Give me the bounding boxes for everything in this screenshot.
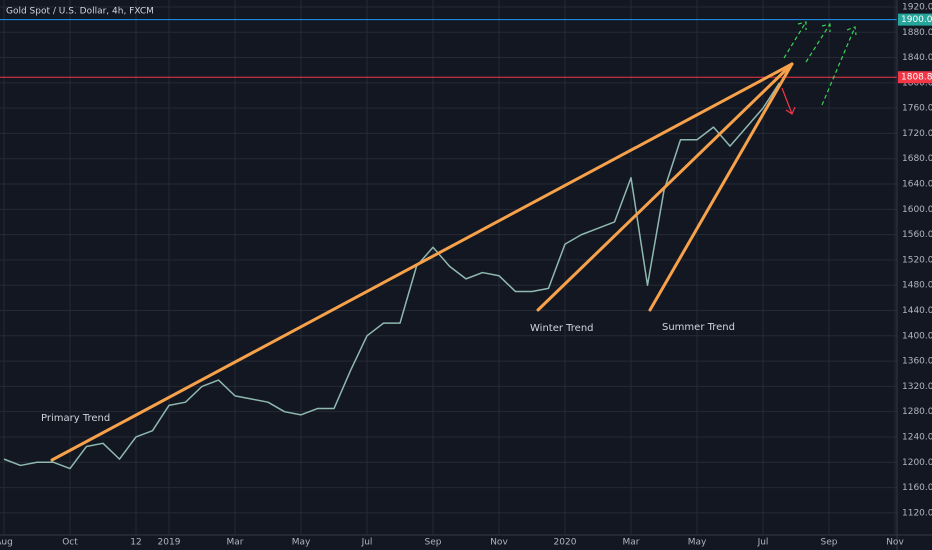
x-tick-label: Sep <box>821 538 838 548</box>
green-arrow <box>821 26 857 106</box>
x-tick-label: May <box>688 538 707 548</box>
x-tick-label: Mar <box>227 538 244 548</box>
y-tick-label: 1400.00 <box>902 331 932 341</box>
chart-title: Gold Spot / U.S. Dollar, 4h, FXCM <box>6 7 154 17</box>
y-tick-label: 1720.00 <box>902 129 932 139</box>
x-tick-label: Oct <box>62 538 78 548</box>
drawings: Primary Trend Winter Trend Summer Trend <box>41 21 857 462</box>
grid <box>0 0 897 535</box>
y-tick-label: 1480.00 <box>902 281 932 291</box>
green-arrow <box>783 21 807 59</box>
price-label: 1900.00 <box>901 15 932 25</box>
y-tick-label: 1640.00 <box>902 180 932 190</box>
annotation: Primary Trend <box>41 413 110 424</box>
x-tick-label: Aug <box>0 538 13 548</box>
y-tick-label: 1600.00 <box>902 205 932 215</box>
y-tick-label: 1840.00 <box>902 53 932 63</box>
x-tick-label: 2019 <box>158 538 181 548</box>
y-tick-label: 1160.00 <box>902 483 932 493</box>
x-tick-label: Nov <box>490 538 508 548</box>
x-tick-label: May <box>292 538 311 548</box>
y-tick-label: 1520.00 <box>902 255 932 265</box>
x-tick-label: Mar <box>623 538 640 548</box>
x-tick-label: 2020 <box>554 538 577 548</box>
y-tick-label: 1560.00 <box>902 230 932 240</box>
y-tick-label: 1240.00 <box>902 432 932 442</box>
price-label: 1808.87 <box>901 73 932 83</box>
y-tick-label: 1880.00 <box>902 28 932 38</box>
price-line <box>3 82 781 470</box>
y-tick-label: 1760.00 <box>902 104 932 114</box>
annotation: Summer Trend <box>662 322 735 333</box>
x-tick-label: Jul <box>361 538 373 548</box>
price-label-box <box>898 71 932 84</box>
y-tick-label: 1440.00 <box>902 306 932 316</box>
y-tick-label: 1200.00 <box>902 458 932 468</box>
y-tick-label: 1800.00 <box>902 78 932 88</box>
primary-trend-line <box>50 62 794 462</box>
x-tick-label: 12 <box>130 538 141 548</box>
x-tick-label: Nov <box>886 538 904 548</box>
y-tick-label: 1920.00 <box>902 2 932 12</box>
y-tick-label: 1360.00 <box>902 357 932 367</box>
annotation: Winter Trend <box>530 323 594 334</box>
green-arrow <box>805 23 831 63</box>
y-tick-label: 1280.00 <box>902 407 932 417</box>
price-label-box <box>898 13 932 26</box>
winter-trend-line <box>536 62 794 312</box>
red-arrow <box>781 87 796 115</box>
y-tick-label: 1120.00 <box>902 508 932 518</box>
summer-trend-line <box>648 62 794 312</box>
y-tick-label: 1320.00 <box>902 382 932 392</box>
plot <box>0 19 897 470</box>
x-tick-label: Sep <box>425 538 442 548</box>
x-tick-label: Jul <box>757 538 769 548</box>
y-tick-label: 1680.00 <box>902 154 932 164</box>
